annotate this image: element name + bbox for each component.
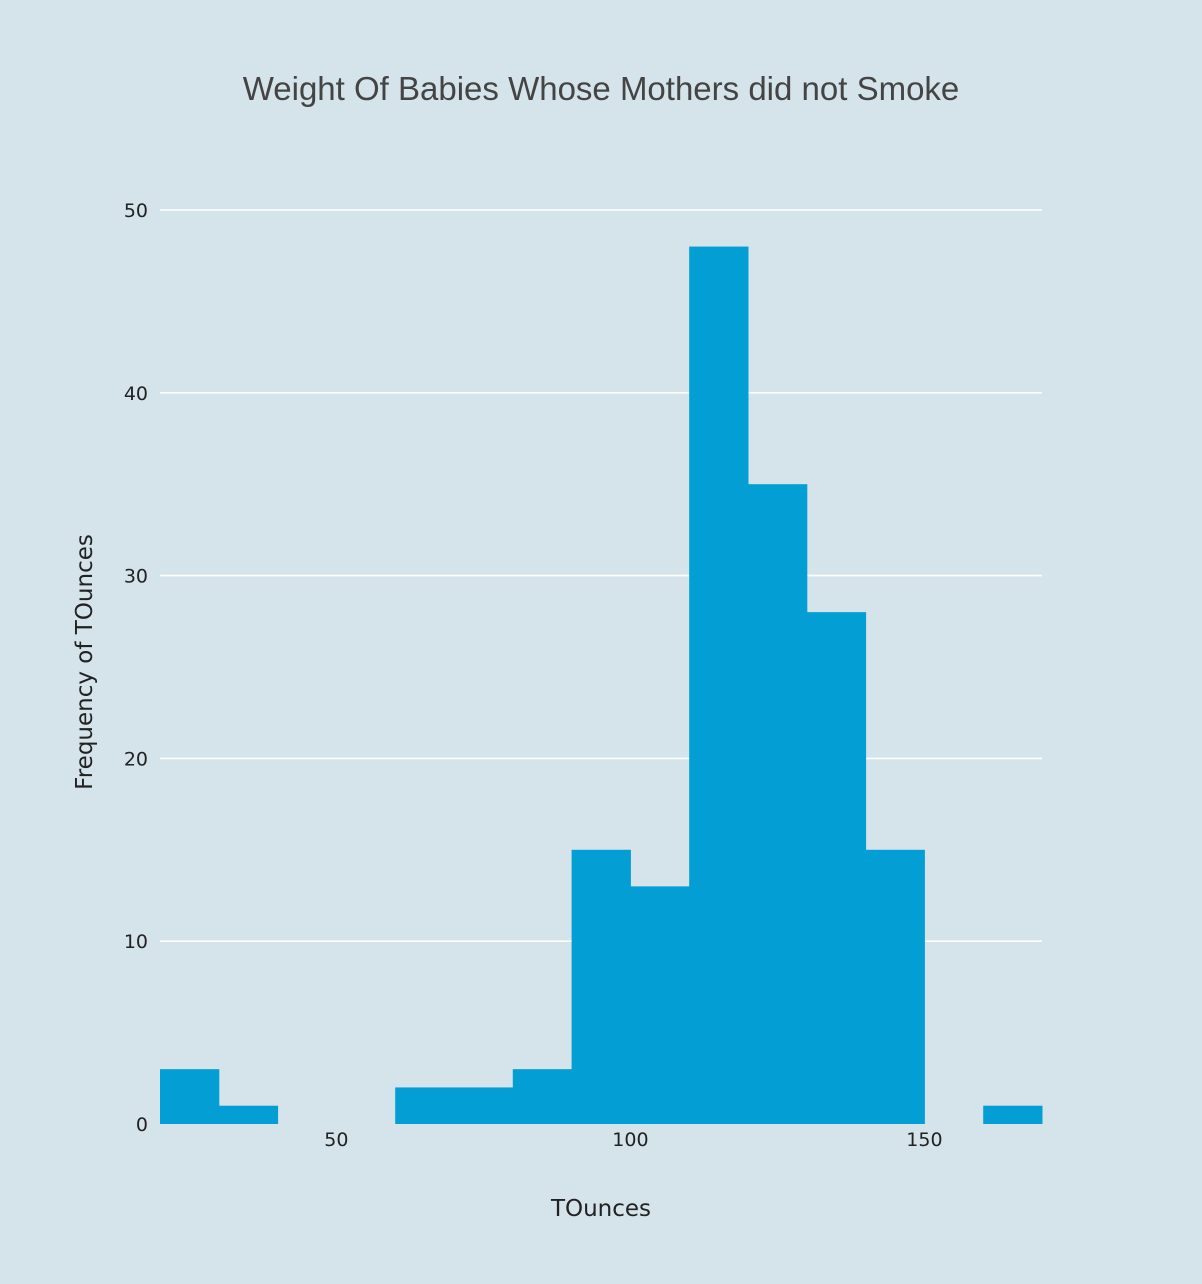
y-tick-label: 20: [124, 748, 148, 770]
histogram-bar: [748, 484, 808, 1124]
gridlines: [160, 209, 1042, 943]
histogram-bar: [806, 612, 867, 1124]
y-axis-ticks: 0 10 20 30 40 50: [124, 200, 148, 1136]
y-tick-label: 50: [124, 200, 148, 222]
histogram-bar: [395, 1087, 455, 1124]
histogram-bar: [218, 1105, 279, 1124]
histogram-bar: [454, 1087, 514, 1124]
y-tick-label: 40: [124, 383, 148, 405]
x-axis-label: TOunces: [550, 1196, 651, 1222]
histogram-bar: [512, 1069, 573, 1124]
histogram-bar: [160, 1069, 220, 1124]
x-tick-label: 100: [612, 1129, 648, 1151]
y-tick-label: 0: [136, 1114, 148, 1136]
histogram-bar: [689, 246, 749, 1124]
chart-title: Weight Of Babies Whose Mothers did not S…: [243, 70, 960, 107]
x-tick-label: 150: [906, 1129, 942, 1151]
histogram-bar: [983, 1105, 1043, 1124]
x-axis-ticks: 50 100 150: [324, 1129, 942, 1151]
y-tick-label: 10: [124, 931, 148, 953]
histogram-bar: [571, 849, 631, 1124]
histogram-bar: [630, 886, 690, 1124]
histogram-bar: [865, 849, 925, 1124]
y-axis-label: Frequency of TOunces: [72, 534, 98, 790]
x-tick-label: 50: [324, 1129, 348, 1151]
y-tick-label: 30: [124, 566, 148, 588]
bars: [160, 246, 1043, 1124]
